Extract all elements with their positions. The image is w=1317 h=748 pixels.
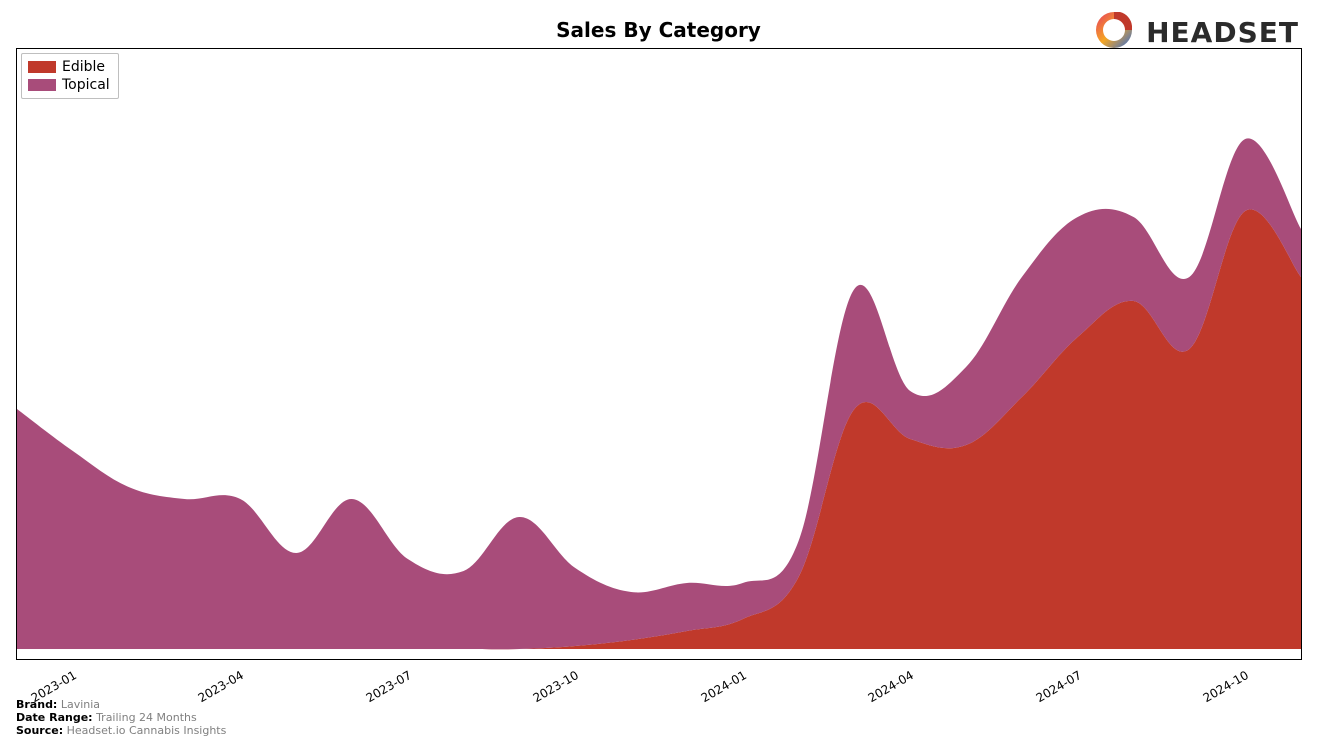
legend-swatch-icon — [28, 61, 56, 73]
x-axis-tick-label: 2024-10 — [1201, 668, 1251, 705]
chart-footer: Brand: LaviniaDate Range: Trailing 24 Mo… — [16, 698, 226, 737]
footer-line: Brand: Lavinia — [16, 698, 226, 711]
footer-label: Date Range: — [16, 711, 93, 724]
area-chart-svg — [17, 49, 1301, 659]
x-axis-tick-label: 2024-07 — [1033, 668, 1083, 705]
legend-label: Edible — [62, 58, 105, 76]
legend-item: Edible — [28, 58, 110, 76]
footer-label: Brand: — [16, 698, 57, 711]
footer-value: Headset.io Cannabis Insights — [67, 724, 227, 737]
footer-line: Source: Headset.io Cannabis Insights — [16, 724, 226, 737]
x-axis-tick-label: 2024-04 — [866, 668, 916, 705]
x-axis-tick-label: 2023-10 — [531, 668, 581, 705]
footer-value: Lavinia — [61, 698, 100, 711]
x-axis-tick-label: 2023-07 — [363, 668, 413, 705]
footer-line: Date Range: Trailing 24 Months — [16, 711, 226, 724]
legend-swatch-icon — [28, 79, 56, 91]
legend-item: Topical — [28, 76, 110, 94]
brand-logo-text: HEADSET — [1146, 16, 1299, 49]
footer-value: Trailing 24 Months — [96, 711, 197, 724]
chart-plot-area: EdibleTopical — [16, 48, 1302, 660]
footer-label: Source: — [16, 724, 63, 737]
chart-legend: EdibleTopical — [21, 53, 119, 99]
legend-label: Topical — [62, 76, 110, 94]
x-axis-tick-label: 2024-01 — [698, 668, 748, 705]
